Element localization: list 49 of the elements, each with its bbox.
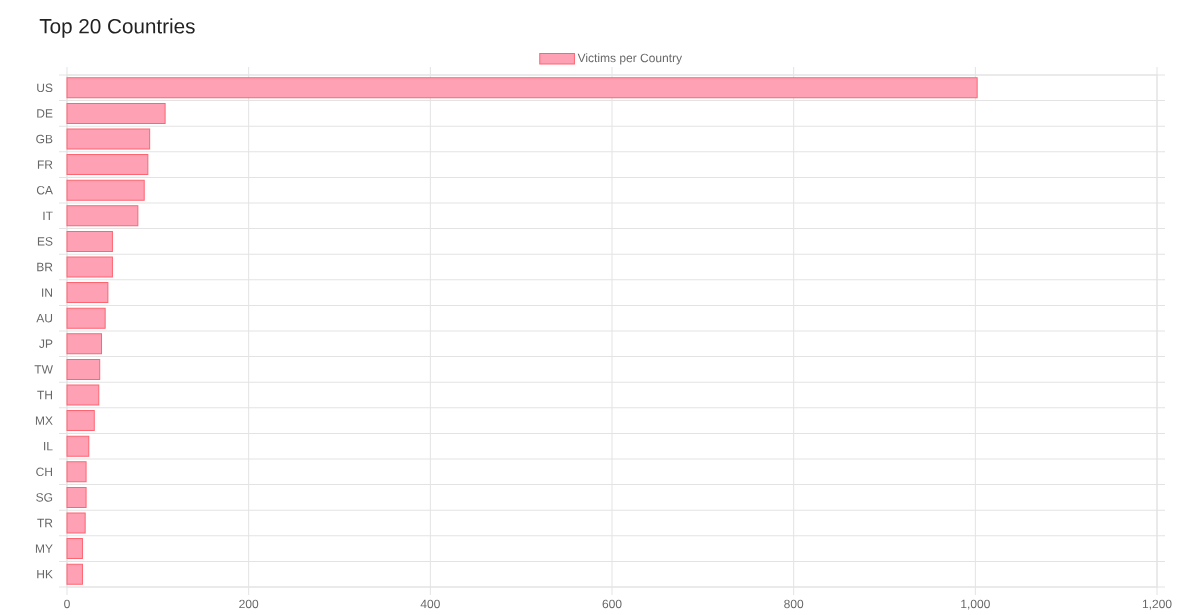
- bar: [66, 230, 113, 252]
- bar: [66, 358, 101, 380]
- y-tick-label: GB: [36, 134, 53, 144]
- y-tick-label: TH: [37, 390, 52, 400]
- y-tick-label: BR: [37, 262, 53, 272]
- y-tick-label: SG: [36, 493, 53, 502]
- bar: [66, 205, 139, 227]
- x-tick-label: 200: [239, 599, 259, 609]
- bar: [66, 512, 86, 534]
- y-tick-label: DE: [37, 109, 53, 118]
- chart-title: Top 20 Countries: [39, 18, 195, 38]
- bar: [66, 333, 103, 355]
- bar: [66, 461, 87, 483]
- bar: [66, 563, 83, 585]
- y-tick-label: IT: [43, 211, 53, 220]
- bar: [66, 128, 151, 150]
- y-tick-label: CH: [36, 467, 52, 477]
- y-tick-label: IN: [42, 288, 52, 297]
- bar: [66, 77, 978, 99]
- y-tick-label: JP: [39, 339, 53, 348]
- x-tick-label: 600: [602, 599, 622, 609]
- bar: [66, 538, 83, 560]
- bar: [66, 384, 100, 406]
- y-tick-label: MX: [35, 416, 53, 425]
- x-tick-label: 800: [784, 599, 804, 609]
- legend-label: Victims per Country: [577, 53, 683, 65]
- y-tick-label: FR: [37, 160, 53, 169]
- bar: [66, 410, 95, 432]
- bar: [66, 102, 166, 124]
- bar: [66, 435, 90, 457]
- y-tick-label: MY: [35, 544, 53, 553]
- x-tick-label: 1,000: [961, 599, 990, 610]
- bar: [66, 256, 113, 278]
- bar: [66, 282, 109, 304]
- y-tick-label: HK: [37, 570, 53, 579]
- y-tick-label: AU: [36, 314, 53, 323]
- bar: [66, 486, 87, 508]
- x-tick-label: 0: [64, 599, 70, 609]
- y-tick-label: US: [37, 83, 53, 93]
- bar: [66, 179, 145, 201]
- x-tick-label: 400: [420, 599, 440, 609]
- y-tick-label: TW: [34, 365, 53, 374]
- y-tick-label: TR: [37, 518, 53, 528]
- y-tick-label: ES: [37, 237, 53, 246]
- bar: [66, 154, 149, 176]
- y-tick-label: CA: [36, 185, 53, 195]
- x-tick-label: 1,200: [1142, 599, 1172, 610]
- y-tick-label: IL: [44, 442, 53, 451]
- bar: [66, 307, 106, 329]
